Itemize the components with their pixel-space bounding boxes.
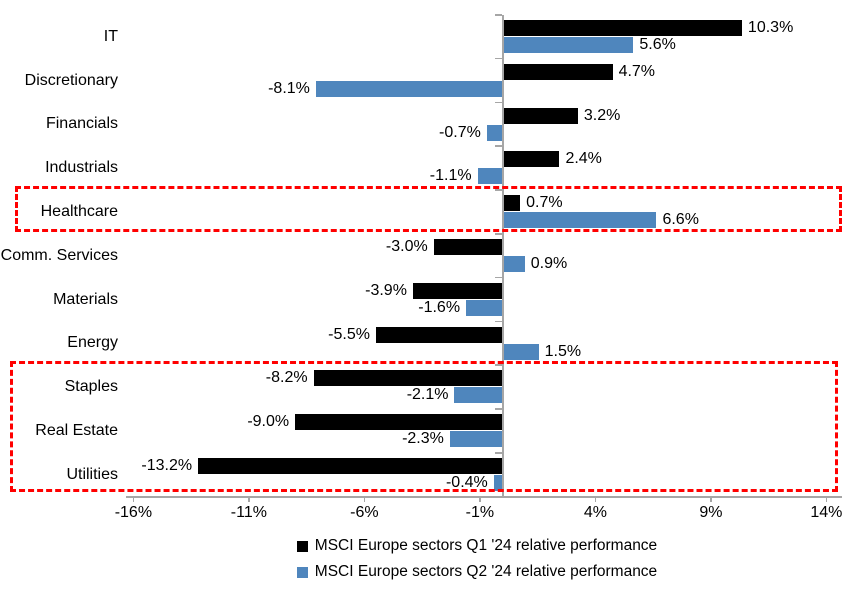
category-label: Industrials (45, 159, 118, 177)
bar-q2 (449, 431, 503, 448)
x-axis-tick (710, 496, 712, 502)
data-label: 0.9% (530, 255, 568, 272)
category-axis-tick (495, 364, 502, 366)
category-axis-tick (495, 57, 502, 60)
x-axis-tick (132, 496, 135, 502)
q2-series-swatch-icon (296, 566, 308, 578)
data-label: -5.5% (328, 325, 370, 343)
x-axis-tick-label: 4% (583, 504, 607, 521)
bar-q1 (412, 282, 503, 299)
bar-q1 (375, 326, 503, 343)
bar-q2 (504, 256, 525, 272)
legend-item-q1: MSCI Europe sectors Q1 '24 relative perf… (296, 537, 658, 555)
data-label: -13.2% (141, 457, 193, 474)
data-label: 5.6% (639, 36, 676, 53)
bar-q2 (477, 168, 503, 185)
bar-q2 (493, 475, 503, 491)
bar-q2 (504, 212, 657, 229)
category-label: Materials (53, 290, 118, 308)
legend-label-q1: MSCI Europe sectors Q1 '24 relative perf… (314, 537, 658, 554)
bar-q1 (433, 239, 503, 255)
data-label: -3.9% (365, 281, 407, 299)
x-axis-tick-label: -16% (114, 504, 153, 521)
data-label: -2.3% (402, 430, 444, 448)
data-label: -0.4% (445, 474, 488, 491)
bar-q2 (486, 124, 503, 141)
data-label: -0.7% (439, 123, 481, 141)
bar-q1 (198, 458, 503, 474)
data-label: -8.1% (268, 79, 310, 97)
category-label: Real Estate (35, 422, 118, 440)
x-axis-tick-label: 14% (810, 504, 843, 521)
data-label: 1.5% (544, 342, 582, 360)
category-axis-tick (495, 276, 502, 279)
data-label: 3.2% (583, 106, 621, 124)
bar-q1 (504, 20, 742, 36)
category-label: Discretionary (24, 71, 118, 89)
x-axis-tick-label: -6% (350, 504, 379, 521)
data-label: 6.6% (662, 211, 699, 229)
category-axis-tick (495, 408, 502, 410)
highlight-box (15, 186, 842, 232)
data-label: -8.2% (265, 369, 308, 387)
category-label: Financials (45, 115, 118, 133)
category-label: Healthcare (40, 203, 118, 221)
bar-q1 (504, 107, 578, 124)
bar-q1 (504, 195, 521, 212)
category-axis-tick (495, 189, 502, 191)
x-axis-tick-label: -11% (230, 504, 267, 521)
bar-q2 (504, 343, 539, 360)
legend-label-q2: MSCI Europe sectors Q2 '24 relative perf… (314, 563, 658, 580)
bar-q1 (504, 151, 560, 168)
category-label: Comm. Services (0, 246, 118, 264)
bar-q1 (313, 370, 503, 387)
category-label: Energy (67, 334, 118, 352)
legend-item-q2: MSCI Europe sectors Q2 '24 relative perf… (296, 563, 658, 581)
data-label: -2.1% (406, 386, 449, 404)
data-label: -3.0% (385, 238, 428, 255)
category-axis-tick (495, 452, 502, 454)
bar-q1 (504, 63, 613, 80)
bar-q1 (295, 414, 503, 431)
data-label: 2.4% (565, 150, 602, 168)
x-axis-tick-label: 9% (699, 504, 723, 521)
category-label: IT (103, 27, 118, 45)
bar-q2 (504, 37, 634, 53)
legend: MSCI Europe sectors Q1 '24 relative perf… (51, 533, 852, 585)
x-axis-tick (594, 496, 597, 502)
category-axis-tick (495, 145, 502, 147)
value-zero-axis (502, 15, 504, 496)
category-axis-tick (495, 14, 502, 16)
data-label: 10.3% (747, 19, 794, 36)
bar-q2 (466, 299, 503, 316)
x-axis-tick (363, 496, 366, 502)
category-axis-tick (495, 320, 502, 323)
data-label: -1.6% (418, 298, 461, 316)
data-label: 0.7% (526, 194, 563, 212)
bar-q2 (315, 80, 503, 97)
data-label: 4.7% (618, 62, 656, 80)
x-axis-tick-label: -1% (465, 504, 495, 521)
x-axis-tick (825, 496, 828, 502)
category-axis-tick (495, 101, 502, 104)
x-axis-tick (479, 496, 481, 502)
category-label: Utilities (66, 465, 118, 483)
x-axis-line (126, 496, 842, 498)
data-label: -1.1% (429, 167, 472, 185)
category-label: Staples (64, 378, 118, 396)
x-axis-tick (248, 496, 250, 502)
data-label: -9.0% (247, 413, 290, 431)
category-axis-tick (495, 233, 502, 235)
bar-q2 (454, 387, 503, 404)
q1-series-swatch-icon (296, 540, 308, 552)
